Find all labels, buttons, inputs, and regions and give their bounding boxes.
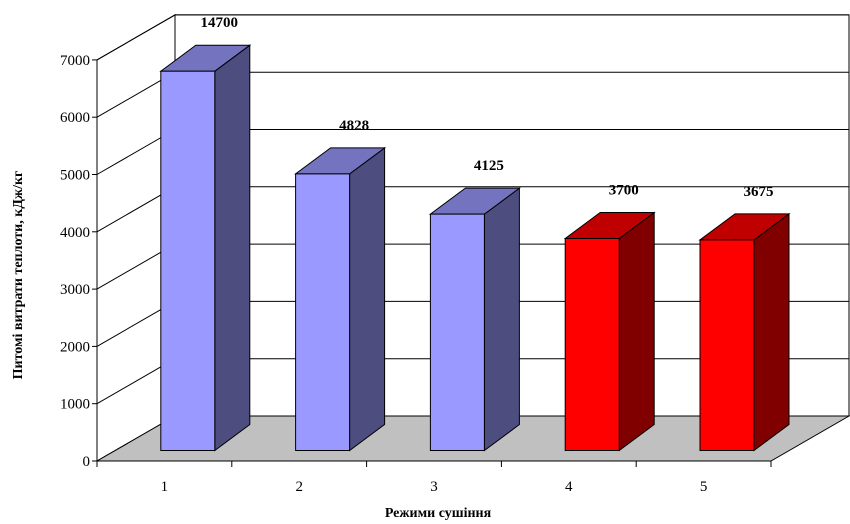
bar-2: [294, 146, 387, 452]
y-tick-label: 0: [83, 454, 91, 470]
bar-5: [698, 212, 791, 452]
data-label-4: 3700: [609, 183, 639, 199]
y-axis-title: Питомі витрати теплоти, кДж/кг: [11, 171, 26, 380]
bar-side-2: [349, 146, 386, 452]
bars: [159, 44, 791, 452]
bar-side-1: [214, 44, 251, 452]
data-label-3: 4125: [474, 158, 504, 174]
y-tick-label: 5000: [60, 168, 90, 184]
x-tick-label-5: 5: [700, 479, 708, 495]
x-axis-title: Режими сушіння: [385, 506, 492, 521]
axes: [92, 59, 772, 467]
x-tick-label-1: 1: [161, 479, 169, 495]
y-tick-label: 6000: [60, 110, 90, 126]
bar-1: [159, 44, 252, 452]
bar-3: [428, 187, 521, 452]
data-label-2: 4828: [339, 118, 369, 134]
y-tick-label: 2000: [60, 339, 90, 355]
data-label-1: 14700: [201, 15, 239, 31]
y-tick-label: 1000: [60, 397, 90, 413]
bar-side-5: [753, 212, 790, 452]
y-tick-label: 7000: [60, 53, 90, 69]
bar-front-3: [429, 213, 485, 451]
bar-side-3: [483, 187, 520, 452]
x-tick-label-4: 4: [565, 479, 573, 495]
x-tick-label-3: 3: [430, 479, 438, 495]
y-tick-label: 3000: [60, 282, 90, 298]
bar-front-4: [564, 238, 620, 451]
x-tick-label-2: 2: [295, 479, 303, 495]
gridline-side: [96, 14, 176, 61]
bar-front-1: [160, 70, 216, 451]
y-tick-label: 4000: [60, 225, 90, 241]
bar-front-2: [295, 173, 351, 451]
bar-side-4: [618, 211, 655, 452]
data-label-5: 3675: [744, 184, 774, 200]
bar-4: [563, 211, 656, 452]
bar-front-5: [699, 239, 755, 451]
